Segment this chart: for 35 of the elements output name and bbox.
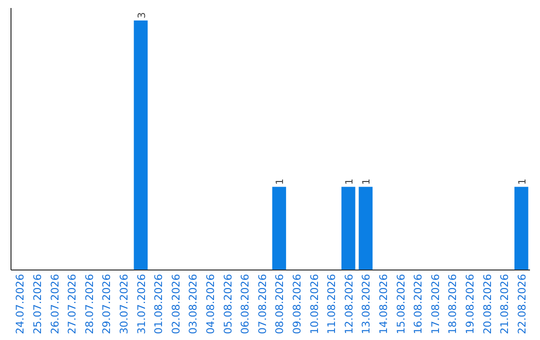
- x-tick-label: 21.08.2026: [499, 274, 512, 334]
- x-tick-label: 27.07.2026: [66, 274, 79, 334]
- x-tick-label: 08.08.2026: [274, 274, 286, 334]
- x-tick-label: 01.08.2026: [153, 274, 166, 334]
- x-tick-label: 13.08.2026: [360, 274, 373, 334]
- x-tick-label: 15.08.2026: [395, 274, 408, 334]
- x-tick-label: 12.08.2026: [343, 274, 356, 334]
- x-tick-label: 24.07.2026: [14, 274, 27, 334]
- x-tick-label: 14.08.2026: [378, 274, 390, 334]
- data-label: 1: [517, 178, 528, 185]
- x-tick-label: 16.08.2026: [412, 274, 425, 334]
- x-tick-label: 26.07.2026: [49, 274, 62, 334]
- x-tick-label: 25.07.2026: [32, 274, 44, 334]
- x-tick-label: 07.08.2026: [256, 274, 269, 334]
- x-tick-label: 31.07.2026: [136, 274, 148, 334]
- data-label: 1: [344, 178, 356, 185]
- x-tick-label: 06.08.2026: [240, 274, 252, 334]
- x-tick-label: 05.08.2026: [222, 274, 234, 334]
- x-tick-label: 20.08.2026: [482, 274, 494, 334]
- data-label: 1: [275, 178, 286, 185]
- x-tick-label: 09.08.2026: [291, 274, 304, 334]
- x-tick-label: 19.08.2026: [464, 274, 476, 334]
- x-tick-label: 22.08.2026: [516, 274, 528, 334]
- data-label: 3: [136, 12, 148, 18]
- x-tick-label: 04.08.2026: [204, 274, 217, 334]
- x-tick-label: 17.08.2026: [430, 274, 442, 334]
- x-tick-label: 03.08.2026: [188, 274, 200, 334]
- x-tick-label: 11.08.2026: [326, 274, 338, 334]
- x-tick-label: 10.08.2026: [308, 274, 321, 334]
- x-tick-label: 02.08.2026: [170, 274, 182, 334]
- data-label: 1: [362, 178, 373, 185]
- x-tick-label: 29.07.2026: [101, 274, 114, 334]
- x-tick-label: 18.08.2026: [447, 274, 460, 334]
- x-tick-label: 28.07.2026: [84, 274, 96, 334]
- x-tick-label: 30.07.2026: [118, 274, 130, 334]
